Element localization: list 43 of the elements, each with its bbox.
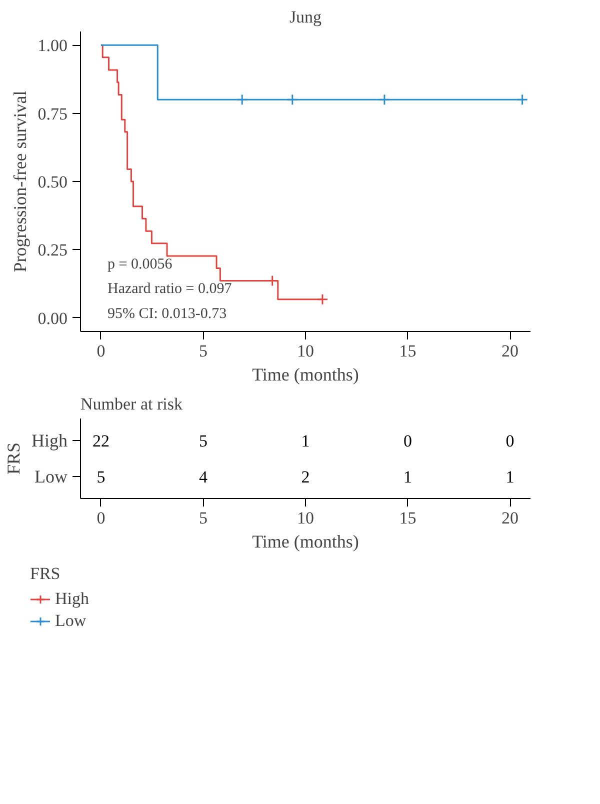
x-axis-title: Time (months) <box>252 532 359 552</box>
y-tick-label: High <box>32 430 68 450</box>
y-tick-label: 0.75 <box>38 104 68 124</box>
legend-label: High <box>55 589 89 609</box>
data-label: 1 <box>506 468 514 487</box>
point <box>316 294 328 306</box>
point <box>236 94 248 106</box>
x-tick-label: 0 <box>96 342 106 360</box>
x-tick-label: 15 <box>399 342 416 360</box>
y-tick-label: 0.00 <box>38 308 68 328</box>
data-label: 5 <box>198 431 208 450</box>
point <box>378 94 390 106</box>
data-label: 1 <box>404 468 412 487</box>
legend-label: Low <box>55 611 86 631</box>
point <box>286 94 298 106</box>
y-tick-label: 1.00 <box>38 36 68 56</box>
annotation: Hazard ratio = 0.097 <box>108 281 232 298</box>
chart-title: Number at risk <box>80 394 183 414</box>
y-tick-label: 0.50 <box>38 172 68 192</box>
x-tick-label: 0 <box>96 508 106 528</box>
x-tick-label: 5 <box>198 342 208 360</box>
legend-title: FRS <box>30 564 62 584</box>
y-axis-title: FRS <box>4 442 24 475</box>
data-label: 0 <box>404 431 412 450</box>
x-axis-title: Time (months) <box>252 364 359 384</box>
annotation: 95% CI: 0.013-0.73 <box>108 306 227 322</box>
x-tick-label: 10 <box>297 508 314 528</box>
x-tick-label: 10 <box>297 342 314 360</box>
data-label: 4 <box>198 468 208 487</box>
x-tick-label: 15 <box>399 508 416 528</box>
data-label: 5 <box>96 468 106 487</box>
y-axis-title: Progression-free survival <box>10 90 30 272</box>
y-tick-label: Low <box>34 466 68 487</box>
x-tick-label: 20 <box>502 508 519 528</box>
data-label: 22 <box>92 431 110 450</box>
data-label: 0 <box>506 431 514 450</box>
chart-title: Jung <box>289 8 322 26</box>
x-tick-label: 5 <box>198 508 208 528</box>
y-tick-label: 0.25 <box>38 240 68 260</box>
x-tick-label: 20 <box>502 342 519 360</box>
data-label: 2 <box>301 468 310 487</box>
annotation: p = 0.0056 <box>108 256 173 273</box>
data-label: 1 <box>301 431 310 450</box>
